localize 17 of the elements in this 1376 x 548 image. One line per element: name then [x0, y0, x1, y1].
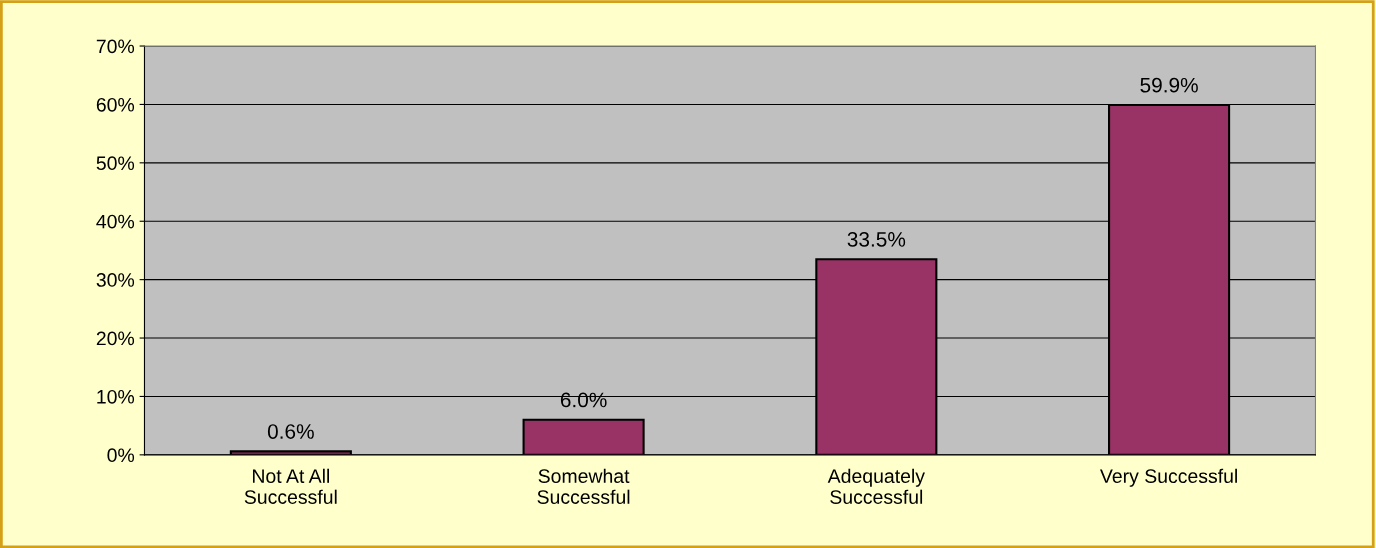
x-tick-label: Somewhat Successful [537, 468, 630, 504]
x-tick-label: Adequately Successful [827, 468, 925, 504]
data-label: 59.9% [1140, 77, 1198, 93]
bar [522, 418, 645, 455]
y-tick-label: 30% [96, 273, 135, 287]
y-tick-label: 70% [96, 39, 135, 54]
data-label: 33.5% [847, 231, 906, 247]
x-tick-label: Very Successful [1100, 468, 1237, 487]
x-tick-label: Not At All Successful [244, 468, 337, 504]
y-tick-label: 40% [96, 214, 135, 229]
y-tick-label: 10% [97, 389, 135, 404]
y-tick-label: 20% [96, 331, 135, 346]
data-label: 0.6% [267, 424, 314, 439]
y-tick-label: 0% [107, 448, 135, 463]
y-tick-label: 60% [96, 97, 135, 112]
y-tick-label: 50% [96, 156, 135, 171]
data-label: 6.0% [560, 392, 607, 408]
